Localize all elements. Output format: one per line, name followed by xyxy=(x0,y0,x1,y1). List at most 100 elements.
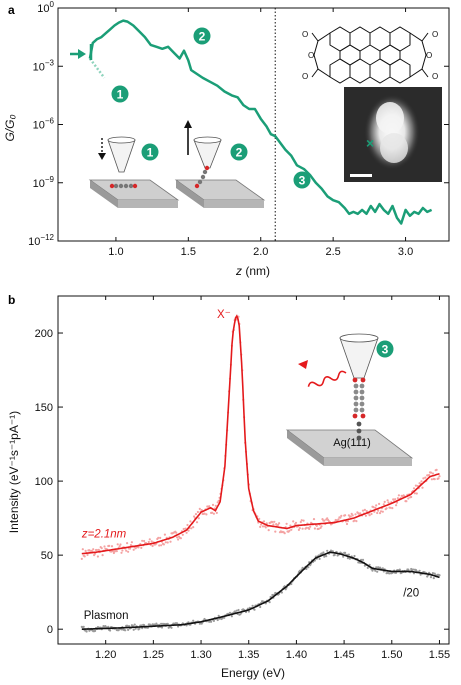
raw-data-point xyxy=(109,629,112,632)
raw-data-point xyxy=(187,529,190,532)
raw-data-point xyxy=(344,514,347,517)
raw-data-point xyxy=(305,526,308,529)
raw-data-point xyxy=(292,520,295,523)
raw-data-point xyxy=(137,546,140,549)
raw-data-point xyxy=(383,500,386,503)
panel-a-dotted-segment xyxy=(88,57,106,79)
raw-data-point xyxy=(386,499,389,502)
raw-data-point xyxy=(237,608,240,612)
panel-letter-b: b xyxy=(8,293,15,307)
raw-data-point xyxy=(259,605,262,609)
raw-data-point xyxy=(424,476,427,479)
raw-data-point xyxy=(121,549,124,552)
raw-data-point xyxy=(259,525,262,529)
raw-data-point xyxy=(176,622,179,625)
panel-b-tip-inset: Ag(111) 3 xyxy=(285,333,414,466)
raw-data-point xyxy=(189,520,192,523)
raw-data-point xyxy=(126,542,129,545)
raw-data-point xyxy=(309,525,312,528)
raw-data-point xyxy=(381,510,384,513)
raw-data-point xyxy=(428,474,431,477)
raw-data-point xyxy=(289,524,292,527)
raw-data-point xyxy=(322,551,325,554)
raw-data-point xyxy=(197,517,200,520)
svg-text:O: O xyxy=(302,30,308,39)
raw-data-point xyxy=(349,515,352,518)
raw-data-point xyxy=(170,626,173,629)
raw-data-point xyxy=(382,503,385,506)
raw-data-point xyxy=(181,533,184,536)
raw-data-point xyxy=(354,513,357,516)
raw-data-point xyxy=(319,526,322,530)
raw-data-point xyxy=(378,502,381,505)
raw-data-point xyxy=(143,539,146,543)
raw-data-point xyxy=(271,520,274,524)
raw-data-point xyxy=(342,555,345,558)
raw-data-point xyxy=(421,486,424,489)
raw-data-point xyxy=(346,520,349,523)
panel-a-x-tick-label: 3.0 xyxy=(398,246,413,258)
panel-b-y-ticks: 0 50 100 150 200 xyxy=(35,328,449,636)
raw-data-point xyxy=(388,572,391,575)
panel-b-series-lines xyxy=(81,314,440,630)
raw-data-point xyxy=(267,529,270,532)
svg-text:O: O xyxy=(432,30,438,39)
panel-b-x-tick-label: 1.30 xyxy=(190,649,211,661)
raw-data-point xyxy=(132,628,135,631)
raw-data-point xyxy=(185,531,188,534)
raw-data-point xyxy=(331,550,334,553)
raw-data-point xyxy=(169,540,172,543)
raw-data-point xyxy=(307,566,310,569)
raw-data-point xyxy=(411,568,415,571)
raw-data-point xyxy=(438,475,441,478)
panel-b-y-tick-label: 50 xyxy=(41,550,53,562)
raw-data-point xyxy=(317,527,320,531)
raw-data-point xyxy=(166,622,169,625)
raw-data-point xyxy=(395,504,398,507)
raw-data-point xyxy=(366,566,369,570)
raw-data-point xyxy=(111,550,115,553)
panel-b-x-tick-label: 1.40 xyxy=(286,649,307,661)
raw-data-point xyxy=(143,624,146,627)
raw-data-point xyxy=(126,624,129,627)
raw-data-point xyxy=(182,527,185,531)
raw-data-point xyxy=(288,529,291,532)
raw-data-point xyxy=(235,609,238,612)
molecule-structure-inset: O O O O O O xyxy=(302,26,438,84)
raw-data-point xyxy=(128,547,132,550)
panel-a-y-tick-label: 10−6 xyxy=(33,117,55,132)
raw-data-point xyxy=(108,544,111,548)
raw-data-point xyxy=(150,540,153,543)
raw-data-point xyxy=(376,570,379,573)
raw-data-point xyxy=(407,497,410,500)
raw-data-point xyxy=(302,519,305,522)
raw-data-point xyxy=(251,604,254,607)
raw-data-point xyxy=(392,498,395,501)
raw-data-point xyxy=(258,517,261,521)
raw-data-point xyxy=(253,608,256,611)
raw-data-point xyxy=(422,477,425,480)
raw-data-point xyxy=(275,523,278,526)
raw-data-point xyxy=(389,506,392,509)
raw-data-point xyxy=(374,506,377,509)
panel-b-y-tick-label: 0 xyxy=(47,624,53,636)
raw-data-point xyxy=(391,507,394,510)
raw-data-point xyxy=(140,546,143,550)
raw-data-point xyxy=(131,624,134,627)
raw-data-point xyxy=(355,520,358,523)
raw-data-point xyxy=(132,548,135,551)
raw-data-point xyxy=(374,569,377,572)
raw-data-point xyxy=(260,523,263,526)
raw-data-point xyxy=(91,550,94,553)
raw-data-point xyxy=(325,555,328,558)
raw-data-point xyxy=(372,506,375,509)
svg-text:O: O xyxy=(426,51,432,60)
raw-data-point xyxy=(247,610,250,613)
raw-data-point xyxy=(164,541,167,544)
raw-data-point xyxy=(110,545,114,548)
raw-data-point xyxy=(435,468,438,471)
raw-data-point xyxy=(433,572,436,575)
panel-a-y-tick-label: 10−9 xyxy=(33,175,55,190)
raw-data-point xyxy=(83,555,86,558)
